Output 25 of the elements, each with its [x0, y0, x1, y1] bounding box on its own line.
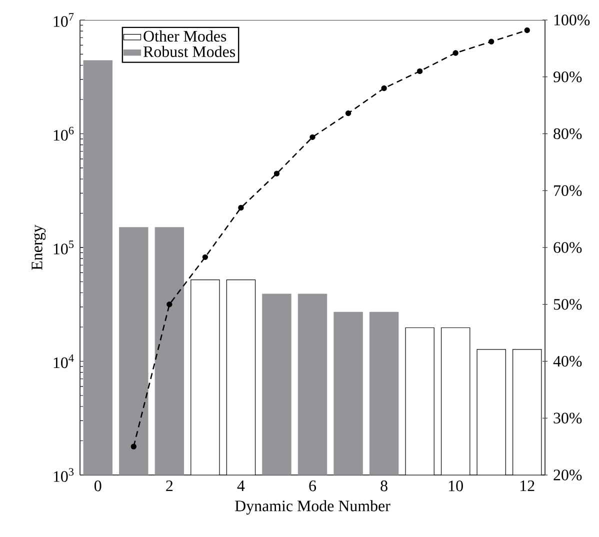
x-tick-label: 0 [94, 480, 102, 492]
x-tick-label: 10 [449, 480, 463, 492]
y-tick-label: 10$^{6}$ [54, 126, 74, 141]
x-tick-label: 12 [520, 480, 534, 492]
y2-tick-label: 70% [554, 185, 582, 196]
y-tick-label: 10$^{4}$ [54, 354, 74, 368]
x-tick-label: 6 [309, 480, 316, 492]
y2-tick-label: 80% [554, 128, 582, 140]
y2-tick-label: 40% [553, 356, 582, 367]
y2-tick-label: 60% [554, 242, 582, 253]
x-tick-label: 2 [166, 480, 173, 492]
y2-tick-label: 20% [554, 470, 582, 480]
x-tick-label: 8 [380, 480, 388, 492]
legend-label: Robust Modes [143, 46, 235, 58]
legend-label: Other Modes [144, 30, 226, 42]
y-tick-label: 10$^{7}$ [54, 13, 74, 27]
y2-tick-label: 30% [554, 412, 582, 424]
y2-tick-label: 50% [554, 298, 582, 310]
y-axis-title: Energy [32, 224, 46, 270]
y2-tick-label: 90% [554, 71, 582, 82]
x-axis-title: Dynamic Mode Number [235, 500, 390, 515]
y2-tick-label: 100% [554, 14, 590, 26]
x-tick-label: 4 [237, 480, 245, 491]
y-tick-label: 10$^{5}$ [54, 240, 74, 254]
y-tick-label: 10$^{3}$ [54, 468, 74, 482]
